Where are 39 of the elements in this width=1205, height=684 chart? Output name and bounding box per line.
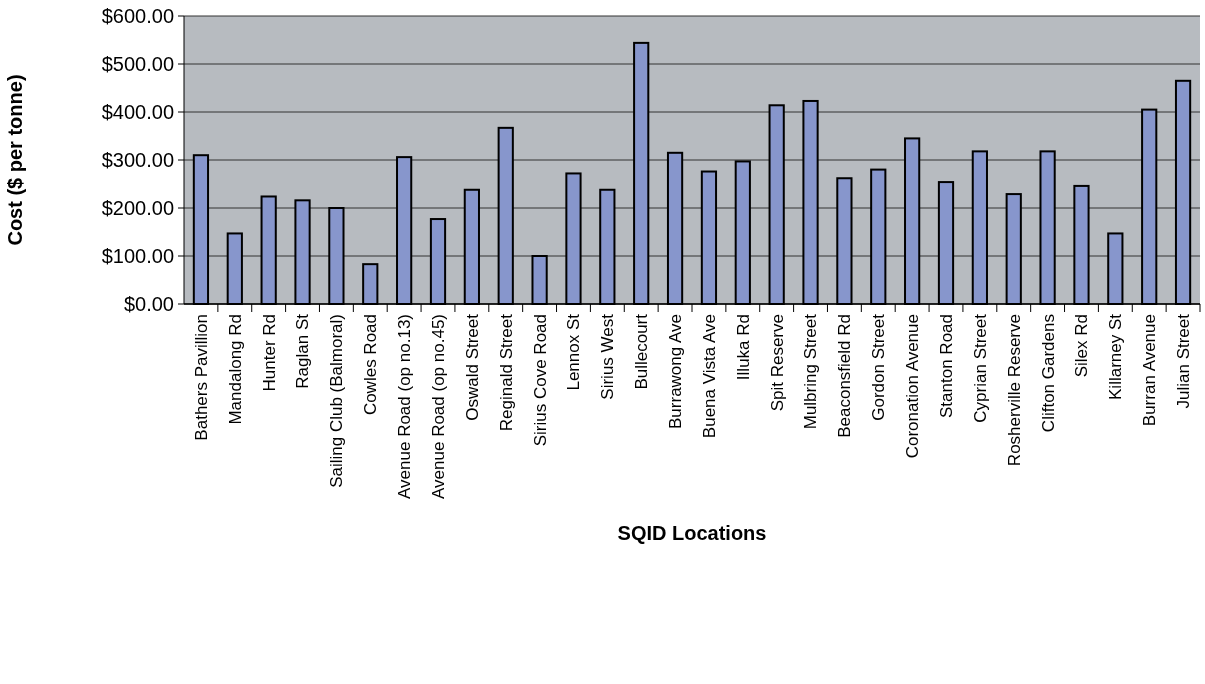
- y-axis-title: Cost ($ per tonne): [4, 74, 26, 246]
- x-axis-title: SQID Locations: [617, 522, 767, 544]
- x-tick-label: Rosherville Reserve: [1004, 314, 1024, 467]
- x-tick-label: Illuka Rd: [733, 314, 753, 381]
- x-tick-label: Sirius Cove Road: [530, 314, 550, 447]
- x-tick-label: Avenue Road (op no.13): [395, 314, 415, 499]
- x-tick-label: Cyprian Street: [970, 313, 990, 423]
- x-tick-label: Lennox St: [564, 313, 584, 391]
- x-tick-label: Burrawong Ave: [666, 314, 686, 429]
- x-tick-label: Mulbring Street: [801, 313, 821, 430]
- x-tick-label: Gordon Street: [869, 313, 889, 421]
- x-tick-label: Coronation Avenue: [903, 314, 923, 459]
- x-tick-label: Mandalong Rd: [225, 314, 245, 425]
- x-tick-label: Sirius West: [598, 313, 618, 400]
- x-tick-label: Buena Vista Ave: [699, 314, 719, 439]
- x-tick-label: Beaconsfield Rd: [835, 314, 855, 438]
- x-tick-label: Oswald Street: [462, 313, 482, 421]
- x-tick-label: Killarney St: [1106, 313, 1126, 400]
- y-tick-label: $400.00: [101, 101, 174, 123]
- x-tick-label: Silex Rd: [1072, 314, 1092, 378]
- x-tick-label: Clifton Gardens: [1038, 314, 1058, 433]
- x-tick-label: Stanton Road: [936, 314, 956, 418]
- y-tick-label: $600.00: [101, 5, 174, 27]
- x-tick-label: Julian Street: [1174, 313, 1194, 409]
- x-tick-label: Avenue Road (op no.45): [428, 314, 448, 499]
- x-tick-label: Hunter Rd: [259, 314, 279, 392]
- y-tick-label: $300.00: [101, 149, 174, 171]
- x-tick-label: Bathers Pavillion: [191, 314, 211, 441]
- y-tick-label: $500.00: [101, 53, 174, 75]
- x-tick-label: Reginald Street: [496, 313, 516, 432]
- y-tick-label: $100.00: [101, 245, 174, 267]
- y-tick-label: $200.00: [101, 197, 174, 219]
- x-tick-label: Sailing Club (Balmoral): [327, 314, 347, 488]
- x-tick-label: Spit Reserve: [767, 314, 787, 412]
- x-tick-label: Burran Avenue: [1140, 314, 1160, 427]
- x-tick-label: Raglan St: [293, 313, 313, 389]
- x-tick-label: Bullecourt: [632, 313, 652, 390]
- x-tick-label: Cowles Road: [361, 314, 381, 416]
- y-tick-label: $0.00: [123, 293, 174, 315]
